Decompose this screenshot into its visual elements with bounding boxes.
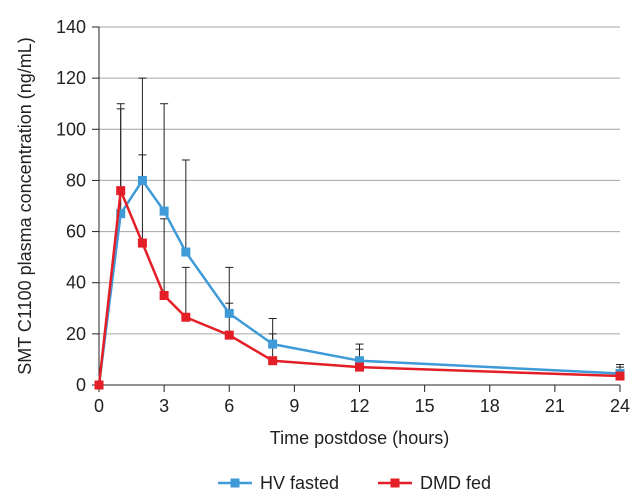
y-tick-label: 20 bbox=[66, 324, 86, 344]
y-tick-label: 80 bbox=[66, 170, 86, 190]
data-point bbox=[615, 371, 625, 381]
y-tick-label: 60 bbox=[66, 222, 86, 242]
error-bars bbox=[116, 77, 624, 377]
axes bbox=[92, 26, 621, 392]
y-axis-title: SMT C1100 plasma concentration (ng/mL) bbox=[15, 37, 35, 375]
x-tick-label: 15 bbox=[415, 396, 435, 416]
data-point bbox=[268, 356, 278, 366]
x-tick-label: 12 bbox=[349, 396, 369, 416]
x-tick-label: 0 bbox=[94, 396, 104, 416]
legend-swatch-marker bbox=[230, 478, 240, 488]
y-tick-label: 0 bbox=[76, 375, 86, 395]
x-tick-label: 3 bbox=[159, 396, 169, 416]
legend: HV fasted DMD fed bbox=[218, 473, 491, 493]
y-tick-label: 140 bbox=[56, 17, 86, 37]
data-point bbox=[159, 291, 169, 300]
data-point bbox=[116, 209, 126, 219]
series-lines bbox=[94, 175, 625, 390]
data-point bbox=[355, 362, 364, 372]
data-point bbox=[181, 247, 191, 257]
data-point bbox=[159, 206, 169, 216]
data-point bbox=[137, 175, 147, 185]
x-tick-label: 21 bbox=[545, 396, 565, 416]
x-axis-title: Time postdose (hours) bbox=[270, 428, 449, 448]
x-tick-label: 18 bbox=[480, 396, 500, 416]
y-tick-label: 100 bbox=[56, 119, 86, 139]
data-point bbox=[268, 339, 278, 349]
x-tick-label: 9 bbox=[289, 396, 299, 416]
data-point bbox=[94, 380, 104, 390]
y-tick-label: 40 bbox=[66, 273, 86, 293]
legend-item-hv-fasted: HV fasted bbox=[218, 473, 339, 493]
data-point bbox=[355, 356, 364, 366]
legend-item-dmd-fed: DMD fed bbox=[378, 473, 491, 493]
x-tick-label: 24 bbox=[610, 396, 630, 416]
data-point bbox=[116, 186, 126, 196]
gridlines bbox=[99, 26, 620, 335]
data-point bbox=[181, 312, 191, 322]
legend-swatch-marker bbox=[390, 478, 400, 488]
data-point bbox=[137, 238, 147, 248]
legend-label: HV fasted bbox=[260, 473, 339, 493]
tick-labels: 0 20 40 60 80 100 120 140 0 3 6 9 12 15 18 21 24 bbox=[56, 17, 630, 416]
data-point bbox=[224, 308, 234, 318]
y-tick-label: 120 bbox=[56, 68, 86, 88]
legend-label: DMD fed bbox=[420, 473, 491, 493]
x-tick-label: 6 bbox=[224, 396, 234, 416]
data-point bbox=[224, 330, 234, 340]
